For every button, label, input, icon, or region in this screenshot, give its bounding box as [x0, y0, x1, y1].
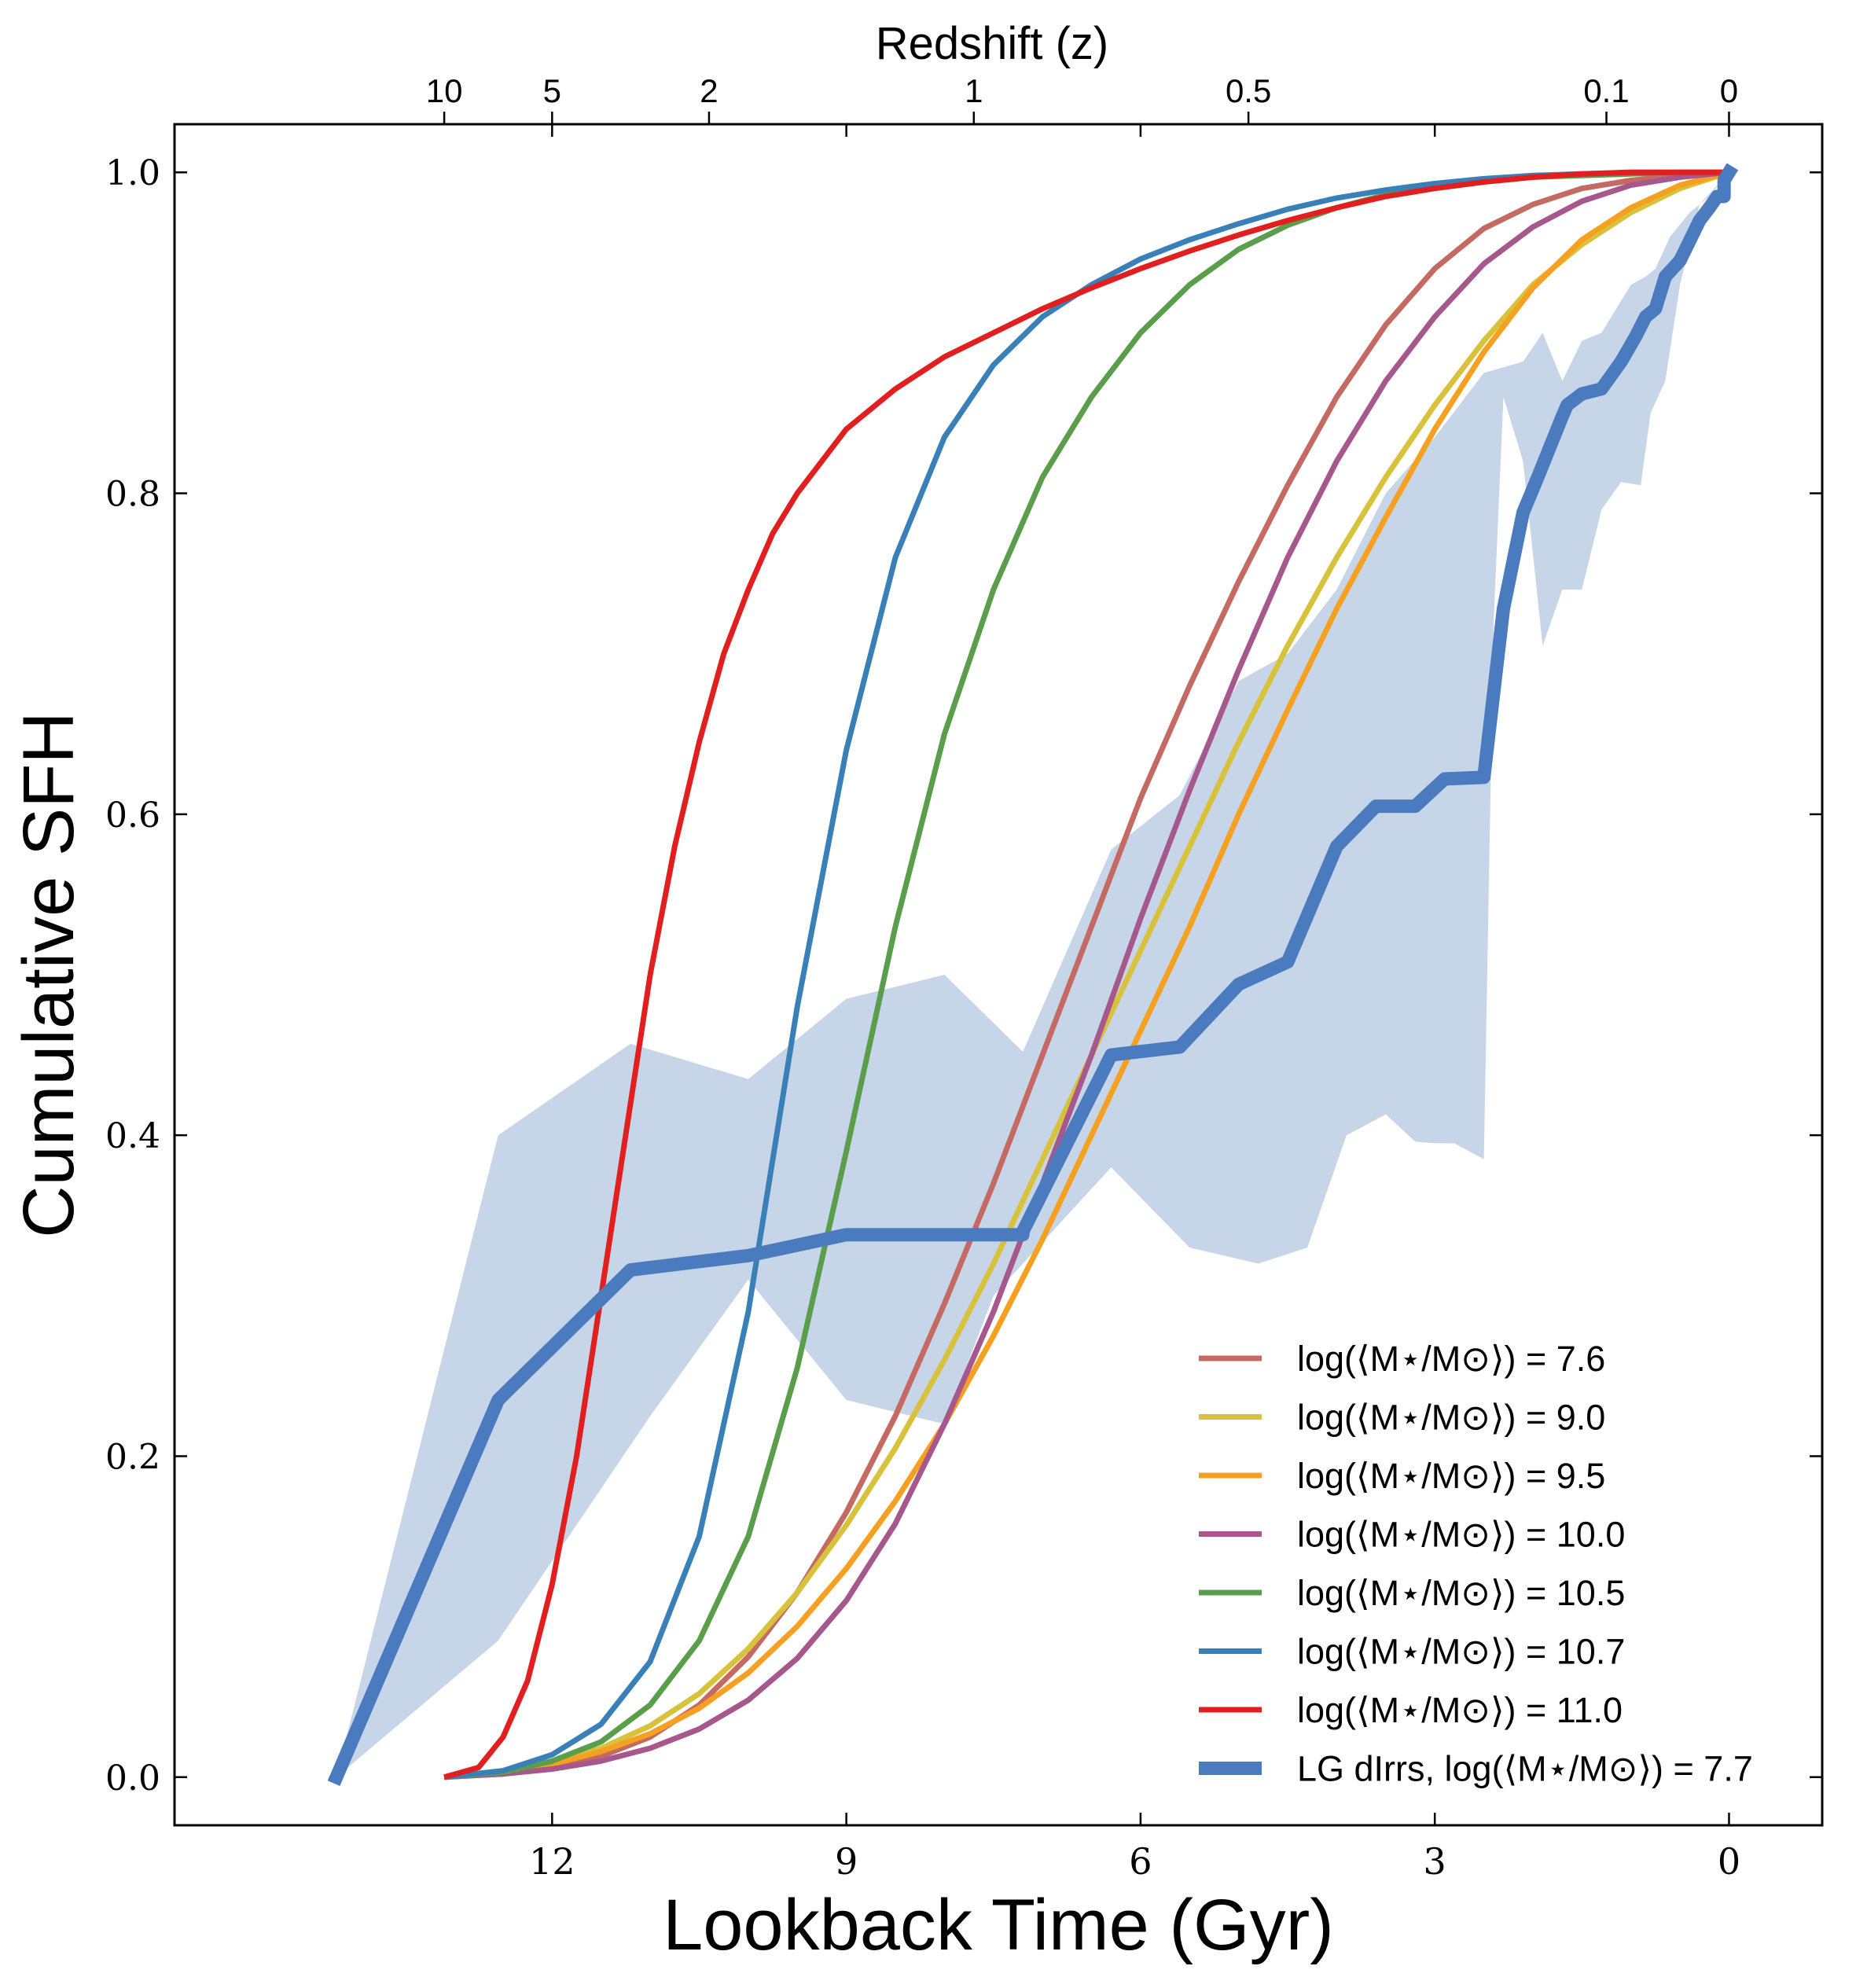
x-tick-label: 3 [1424, 1840, 1446, 1883]
redshift-tick-label: 10 [426, 72, 463, 109]
x-axis-label: Lookback Time (Gyr) [663, 1885, 1334, 1965]
legend-label-5: log(⟨M⋆/M⊙⟩) = 10.7 [1297, 1632, 1625, 1672]
series-line-3 [443, 169, 1729, 1780]
legend-label-7: LG dIrrs, log(⟨M⋆/M⊙⟩) = 7.7 [1297, 1749, 1753, 1789]
x-tick-label: 9 [835, 1840, 858, 1883]
series-line-6 [443, 169, 1729, 1780]
series-line-7 [327, 163, 1739, 1786]
series-layer [327, 163, 1739, 1786]
uncertainty-band-layer [336, 172, 1729, 1777]
y-tick-label: 0.4 [105, 1116, 160, 1156]
x-tick-label: 0 [1718, 1840, 1740, 1883]
x-tick-label: 12 [529, 1840, 575, 1883]
x-tick-label: 6 [1129, 1840, 1152, 1883]
top-axis-label: Redshift (z) [876, 18, 1109, 69]
uncertainty-band [336, 172, 1729, 1777]
legend-label-0: log(⟨M⋆/M⊙⟩) = 7.6 [1297, 1339, 1605, 1379]
legend-label-2: log(⟨M⋆/M⊙⟩) = 9.5 [1297, 1456, 1605, 1496]
redshift-tick-label: 1 [965, 72, 983, 109]
y-tick-label: 0.2 [105, 1437, 160, 1477]
legend-label-4: log(⟨M⋆/M⊙⟩) = 10.5 [1297, 1573, 1625, 1613]
y-tick-label: 1.0 [105, 153, 160, 193]
redshift-tick-label: 0.1 [1583, 72, 1629, 109]
plot-frame [173, 123, 1824, 1827]
legend-label-3: log(⟨M⋆/M⊙⟩) = 10.0 [1297, 1515, 1625, 1555]
y-tick-label: 0.6 [105, 796, 160, 836]
redshift-tick-label: 2 [700, 72, 718, 109]
redshift-tick-label: 5 [543, 72, 561, 109]
legend-label-6: log(⟨M⋆/M⊙⟩) = 11.0 [1297, 1690, 1623, 1730]
y-tick-label: 0.0 [105, 1758, 160, 1799]
y-tick-label: 0.8 [105, 475, 160, 515]
legend-label-1: log(⟨M⋆/M⊙⟩) = 9.0 [1297, 1398, 1605, 1438]
axis-ticks: 12 9 6 3 0 0.0 0.2 0.4 0.6 0.8 1.0 10 5 2 1 0.5 0.1 0 [105, 72, 1822, 1883]
redshift-tick-label: 0 [1720, 72, 1738, 109]
legend: log(⟨M⋆/M⊙⟩) = 7.6 log(⟨M⋆/M⊙⟩) = 9.0 log(… [1199, 1339, 1753, 1789]
y-axis-label: Cumulative SFH [9, 711, 89, 1238]
series-line-2 [443, 169, 1730, 1780]
redshift-tick-label: 0.5 [1226, 72, 1271, 109]
